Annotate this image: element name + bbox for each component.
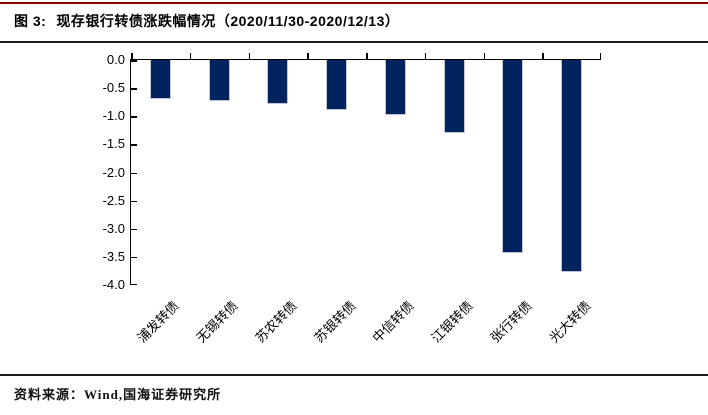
y-axis-tick xyxy=(131,256,137,259)
bar-无锡转债 xyxy=(208,60,230,101)
bar-浦发转债 xyxy=(149,60,171,100)
bar-苏农转债 xyxy=(267,60,289,104)
y-axis-tick-label: -2.5 xyxy=(102,192,125,208)
y-axis-tick-label: -4.0 xyxy=(102,277,125,292)
bar-苏银转债 xyxy=(326,60,348,111)
x-category-label: 光大转债 xyxy=(545,298,594,346)
figure-title: 图 3: 现存银行转债涨跌幅情况（2020/11/30-2020/12/13） xyxy=(14,11,694,31)
x-boundary-tick xyxy=(599,53,601,60)
title-divider xyxy=(0,41,708,43)
y-axis-tick-label: -3.0 xyxy=(102,220,125,236)
y-axis-tick-label: -1.0 xyxy=(102,108,125,124)
y-axis-tick xyxy=(131,172,137,174)
x-boundary-tick xyxy=(483,53,485,60)
x-boundary-tick xyxy=(542,53,544,60)
y-axis-tick xyxy=(131,60,137,62)
y-axis-tick xyxy=(131,228,137,231)
y-axis-tick-label: -3.5 xyxy=(102,248,125,264)
source-divider xyxy=(0,374,708,376)
x-boundary-tick xyxy=(131,53,133,60)
bar-中信转债 xyxy=(384,60,406,116)
x-boundary-tick xyxy=(248,53,250,60)
x-boundary-tick xyxy=(366,53,368,60)
x-boundary-tick xyxy=(424,53,427,60)
x-category-label: 无锡转债 xyxy=(193,298,241,346)
y-axis-tick xyxy=(131,116,137,118)
bar-江银转债 xyxy=(443,60,465,134)
y-axis-tick xyxy=(131,88,137,90)
figure-title-text: 现存银行转债涨跌幅情况（2020/11/30-2020/12/13） xyxy=(56,13,400,29)
x-category-label: 张行转债 xyxy=(487,298,535,346)
x-category-label: 苏银转债 xyxy=(310,298,359,346)
source-note: 资料来源：Wind,国海证券研究所 xyxy=(14,387,222,402)
x-category-label: 浦发转债 xyxy=(134,298,183,346)
x-boundary-tick xyxy=(307,53,309,60)
y-axis-tick-label: -2.0 xyxy=(102,164,125,180)
x-boundary-tick xyxy=(189,53,192,60)
top-accent-rule xyxy=(0,2,708,4)
y-axis-tick-label: 0.0 xyxy=(106,52,125,67)
plot-area: 0.0 -0.5 -1.0 -1.5 -2.0 -2.5 -3.0 -3.5 -4.0 xyxy=(103,52,601,292)
x-category-label: 江银转债 xyxy=(428,298,476,346)
bar-张行转债 xyxy=(502,60,524,253)
x-category-label: 中信转债 xyxy=(369,298,418,346)
y-axis-tick-label: -1.5 xyxy=(102,136,125,152)
y-axis-tick xyxy=(131,144,137,146)
figure-number: 图 3: xyxy=(14,13,47,29)
bar-光大转债 xyxy=(561,60,583,273)
y-axis-tick xyxy=(131,200,137,203)
x-category-label: 苏农转债 xyxy=(252,298,300,346)
y-axis-tick-label: -0.5 xyxy=(102,80,125,96)
y-axis-tick xyxy=(131,283,137,285)
